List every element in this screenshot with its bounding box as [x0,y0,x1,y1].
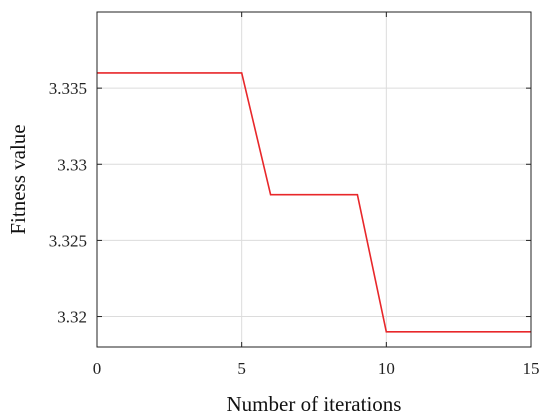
x-tick-label: 5 [237,359,246,378]
y-tick-label: 3.325 [49,231,87,250]
x-tick-label: 15 [523,359,540,378]
y-tick-labels: 3.32 3.325 3.33 3.335 [49,79,87,326]
y-tick-label: 3.335 [49,79,87,98]
y-tick-label: 3.33 [57,155,87,174]
x-tick-label: 10 [378,359,395,378]
grid-lines [97,12,531,347]
tick-marks [96,12,532,347]
plot-frame [96,11,532,348]
x-axis-label: Number of iterations [227,392,402,416]
y-tick-label: 3.32 [57,308,87,327]
series-line-0 [97,72,531,333]
x-tick-label: 0 [93,359,102,378]
x-tick-labels: 0 5 10 15 [93,359,540,378]
series-group [97,72,531,333]
y-axis-label: Fitness value [6,124,30,234]
